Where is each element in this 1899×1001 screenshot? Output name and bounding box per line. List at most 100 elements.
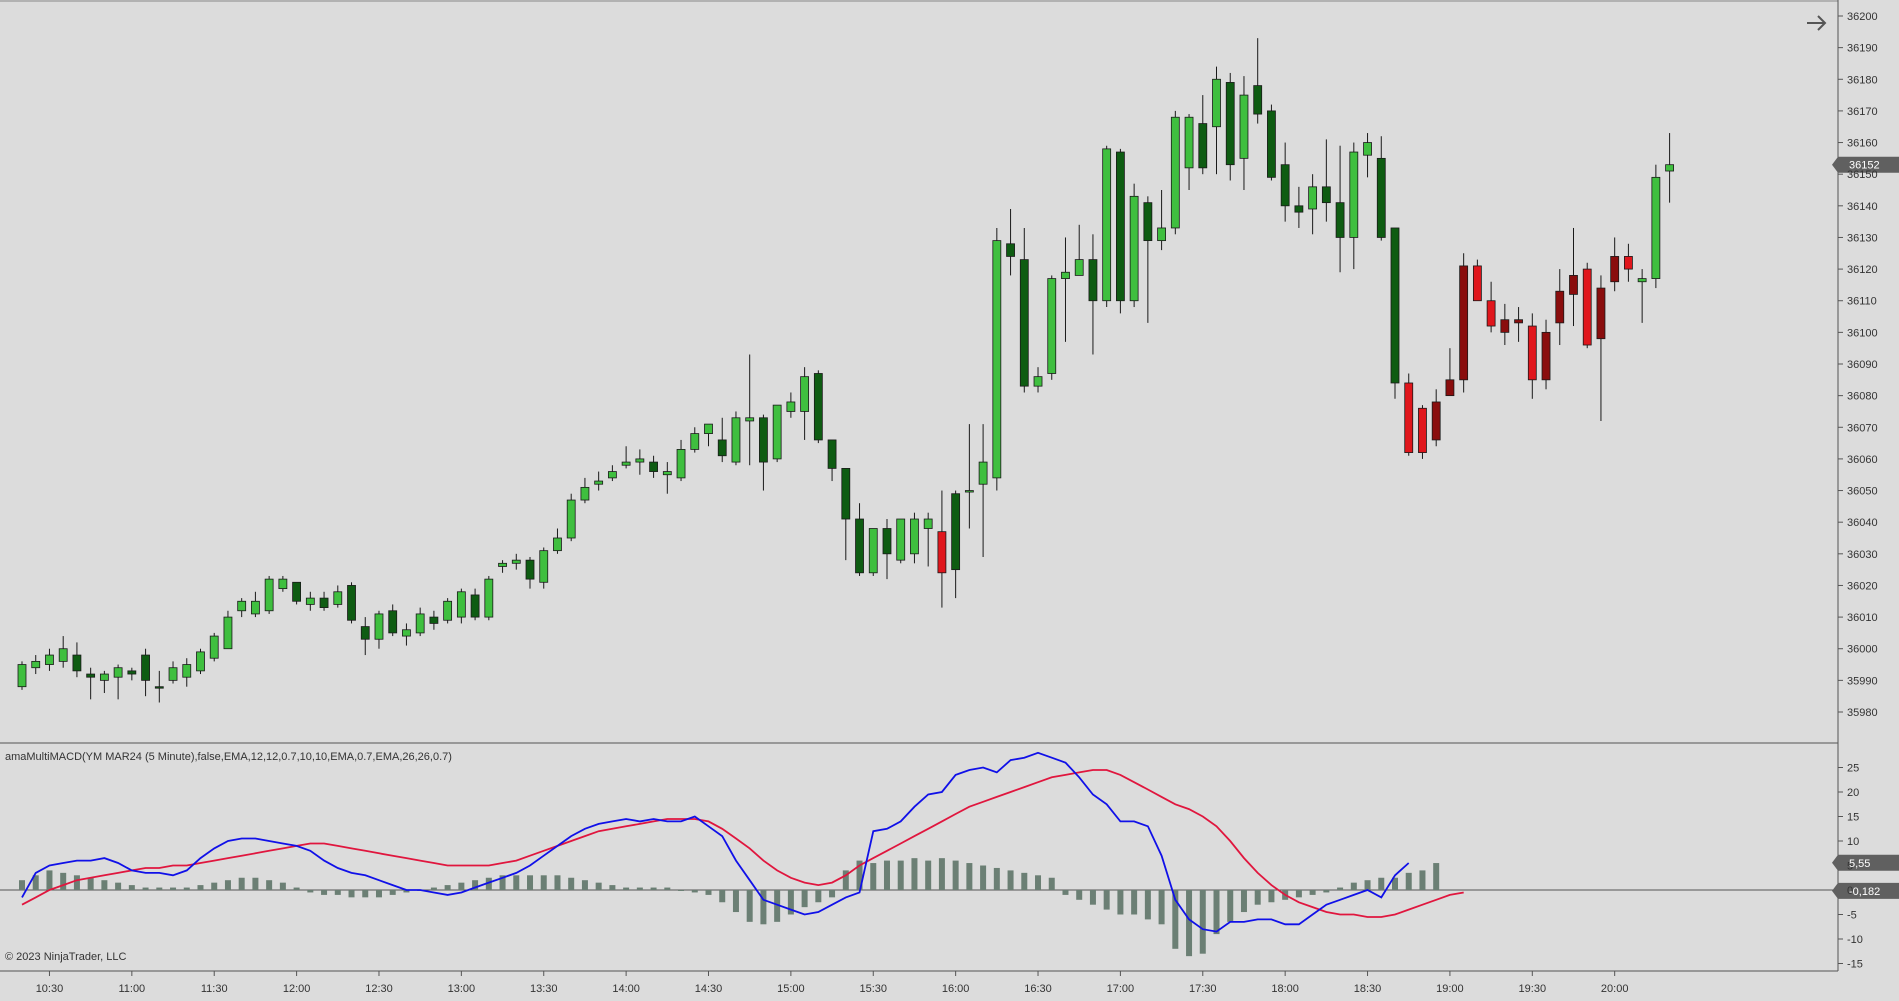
time-x-tick-label: 13:00: [448, 983, 476, 995]
macd-y-tick-label: -5: [1847, 910, 1857, 922]
candle-body: [1665, 164, 1674, 172]
candle-body: [1157, 227, 1166, 242]
candle-body: [937, 531, 947, 574]
histogram-bar: [842, 870, 849, 890]
candle-body: [992, 240, 1002, 479]
candle-body: [470, 594, 480, 618]
histogram-bar: [829, 890, 836, 898]
histogram-bar: [581, 880, 588, 890]
histogram-bar: [1323, 890, 1330, 893]
candle-body: [456, 591, 466, 618]
price-y-tick-label: 36170: [1847, 106, 1878, 118]
candle-body: [347, 585, 356, 621]
candle-body: [745, 417, 755, 422]
candle-body: [1418, 407, 1427, 453]
candle-body: [607, 471, 617, 479]
candle-body: [1500, 319, 1510, 333]
histogram-bar: [1035, 875, 1042, 890]
scroll-right-icon[interactable]: [1807, 15, 1827, 31]
macd-y-tick-label: -15: [1847, 959, 1863, 971]
histogram-bar: [458, 882, 465, 890]
histogram-bar: [925, 860, 932, 890]
histogram-bar: [321, 890, 328, 895]
time-x-tick-label: 18:30: [1354, 983, 1382, 995]
histogram-bar: [375, 890, 382, 898]
candle-body: [1225, 82, 1235, 166]
candle-body: [237, 600, 247, 612]
histogram-bar: [499, 875, 506, 890]
candle-body: [374, 613, 384, 640]
candle-body: [1569, 275, 1578, 295]
candle-body: [484, 578, 494, 618]
time-x-tick-label: 14:30: [695, 983, 723, 995]
macd-y-tick-label: 5: [1847, 861, 1853, 873]
time-x-tick-label: 19:00: [1436, 983, 1464, 995]
histogram-bar: [1089, 890, 1096, 905]
candle-body: [1514, 319, 1523, 324]
time-x-tick-label: 15:00: [777, 983, 805, 995]
histogram-bar: [705, 890, 712, 895]
time-x-tick-label: 18:00: [1271, 983, 1299, 995]
candle-body: [621, 461, 631, 466]
histogram-bar: [938, 858, 945, 890]
candle-body: [800, 376, 810, 412]
candle-body: [1335, 202, 1345, 238]
indicator-label: amaMultiMACD(YM MAR24 (5 Minute),false,E…: [5, 751, 452, 763]
candle-body: [251, 600, 260, 615]
candle-body: [305, 597, 315, 605]
histogram-bar: [801, 890, 808, 908]
histogram-bar: [1378, 877, 1385, 890]
candle-body: [1212, 78, 1221, 128]
price-y-tick-label: 36100: [1847, 327, 1878, 339]
histogram-bar: [348, 890, 355, 898]
candle-body: [827, 439, 837, 469]
candle-body: [223, 616, 233, 650]
histogram-bar: [1419, 870, 1426, 890]
candle-body: [1555, 290, 1565, 324]
candle-body: [360, 626, 370, 640]
candle-body: [1102, 148, 1112, 302]
candle-body: [1294, 205, 1304, 213]
macd-y-tick-label: 15: [1847, 812, 1859, 824]
candle-body: [1033, 376, 1043, 387]
histogram-bar: [1240, 890, 1247, 913]
time-x-tick-label: 14:00: [612, 983, 640, 995]
candle-body: [168, 667, 178, 681]
histogram-bar: [1337, 887, 1344, 890]
macd-value-label: -0,182: [1849, 886, 1880, 898]
candle-body: [1610, 256, 1620, 283]
candle-body: [1486, 300, 1496, 327]
candle-body: [1445, 379, 1455, 397]
histogram-bar: [1392, 877, 1398, 890]
candle-body: [278, 578, 288, 590]
histogram-bar: [1172, 890, 1179, 949]
copyright-text: © 2023 NinjaTrader, LLC: [5, 951, 126, 963]
candle-body: [17, 664, 27, 688]
time-x-tick-label: 16:00: [942, 983, 970, 995]
candle-body: [1582, 268, 1592, 346]
candle-body: [1431, 401, 1441, 441]
price-y-tick-label: 36180: [1847, 74, 1878, 86]
candle-body: [978, 461, 988, 485]
candle-body: [841, 467, 851, 520]
macd-line: [21, 751, 1410, 933]
histogram-bar: [623, 887, 630, 890]
macd-histogram: [19, 858, 1440, 957]
histogram-bar: [787, 890, 794, 915]
histogram-bar: [101, 880, 108, 890]
candle-body: [566, 499, 576, 539]
candle-body: [1390, 227, 1400, 384]
histogram-bar: [238, 877, 245, 890]
histogram-bar: [1213, 890, 1220, 935]
histogram-bar: [1309, 890, 1316, 895]
candle-body: [58, 648, 68, 662]
histogram-bar: [1021, 872, 1028, 890]
histogram-bar: [1007, 870, 1014, 890]
candle-body: [1637, 278, 1647, 283]
time-x-tick-label: 16:30: [1024, 983, 1052, 995]
histogram-bar: [1103, 890, 1110, 910]
histogram-bar: [1364, 880, 1371, 890]
price-y-tick-label: 36140: [1847, 201, 1878, 213]
histogram-bar: [1227, 890, 1234, 922]
histogram-bar: [568, 877, 575, 890]
